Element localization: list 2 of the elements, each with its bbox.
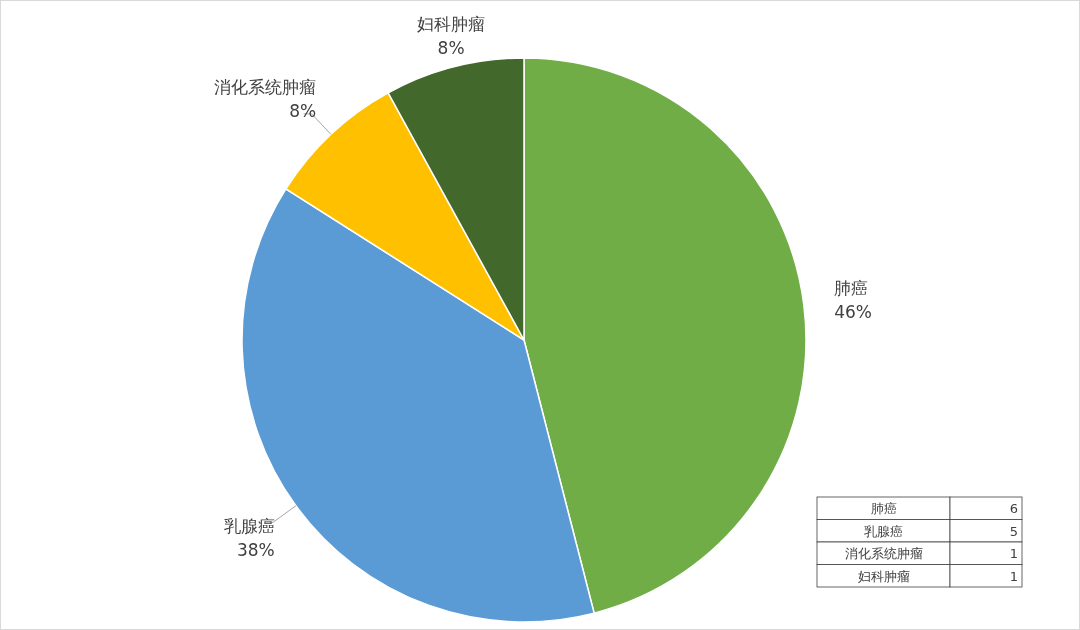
value-table: 肺癌 6 乳腺癌 5 消化系统肿瘤 1 妇科肿瘤 1 (816, 496, 1023, 588)
slice-label: 肺癌 (870, 501, 897, 516)
